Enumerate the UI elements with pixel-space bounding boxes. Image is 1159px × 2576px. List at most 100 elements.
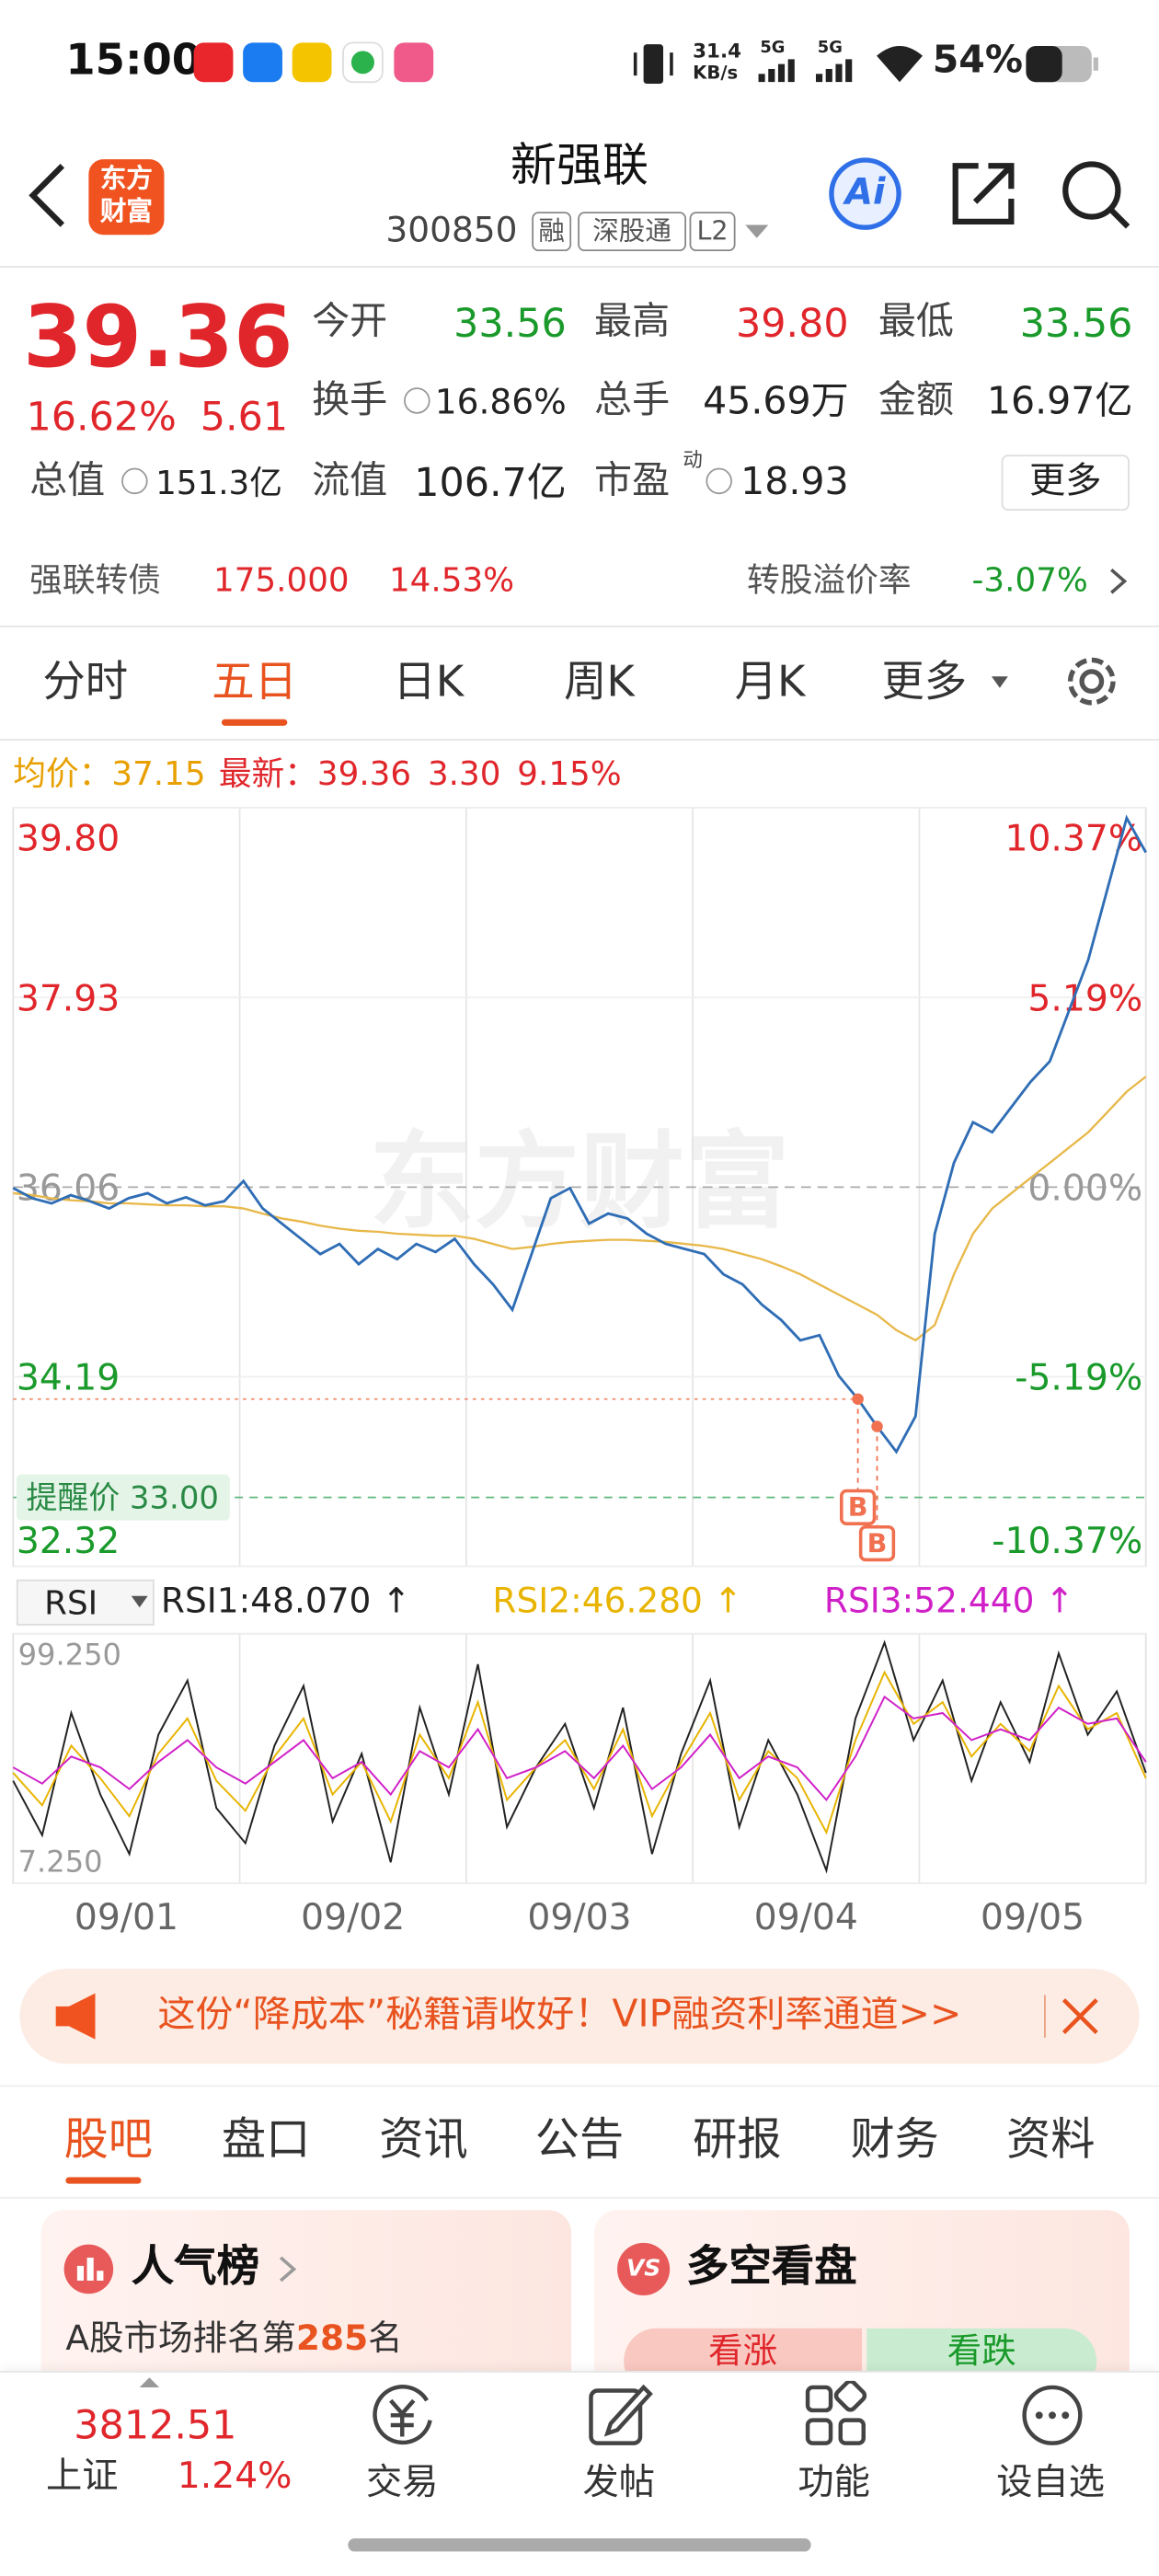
rsi-line xyxy=(12,1639,1147,1874)
trade-icon[interactable] xyxy=(368,2381,437,2450)
chart-tab[interactable]: 分时 xyxy=(42,658,129,708)
field-value: 33.56 xyxy=(453,300,567,347)
rsi-label: RSI1:48.070 ↑ xyxy=(160,1581,411,1621)
change-amount: 5.61 xyxy=(200,394,289,441)
field-value: 16.86% xyxy=(434,381,567,421)
signal-bars xyxy=(758,59,853,83)
card-title[interactable]: 多空看盘 xyxy=(686,2242,857,2293)
settings-button[interactable] xyxy=(1062,652,1121,711)
avg-label: 均价： xyxy=(13,753,112,794)
field-value: 16.97亿 xyxy=(986,380,1133,423)
indicator-selector[interactable]: RSI xyxy=(16,1579,155,1626)
content-tab[interactable]: 股吧 xyxy=(63,2114,153,2167)
field-label: 流值 xyxy=(312,459,388,503)
rank-text: A股市场排名第285名 xyxy=(65,2321,402,2356)
index-name[interactable]: 上证 xyxy=(45,2455,119,2498)
watchlist-icon[interactable] xyxy=(1018,2381,1087,2450)
more-button[interactable]: 更多 xyxy=(1001,454,1130,512)
post-icon[interactable] xyxy=(584,2381,653,2450)
watermark: 东方财富 xyxy=(370,1121,790,1243)
nav-label[interactable]: 设自选 xyxy=(996,2463,1106,2504)
dropdown-arrow[interactable] xyxy=(742,220,772,243)
date-label: 09/05 xyxy=(981,1897,1084,1938)
stock-code: 300850 xyxy=(385,210,518,250)
index-value[interactable]: 3812.51 xyxy=(74,2402,237,2448)
divider xyxy=(0,625,1159,627)
chart-tab[interactable]: 月K xyxy=(734,658,806,708)
chart-tab[interactable]: 更多 xyxy=(881,658,968,708)
date-label: 09/04 xyxy=(754,1897,858,1938)
rank-icon xyxy=(63,2244,114,2294)
buy-marker xyxy=(840,1489,877,1525)
rsi-label: RSI2:46.280 ↑ xyxy=(492,1581,743,1621)
chevron[interactable] xyxy=(1107,565,1130,598)
rsi-frame xyxy=(12,1632,1147,1884)
buy-marker xyxy=(858,1524,896,1562)
pct-tick-label: -5.19% xyxy=(1015,1358,1142,1399)
content-tab[interactable]: 资料 xyxy=(1006,2114,1096,2167)
clock: 15:00 xyxy=(65,36,202,86)
field-label: 市盈 xyxy=(594,459,671,503)
info-icon[interactable] xyxy=(121,467,148,495)
content-tab[interactable]: 盘口 xyxy=(221,2114,311,2167)
chart-info: 均价：37.15 最新：39.36 3.30 9.15% xyxy=(13,757,621,790)
date-label: 09/01 xyxy=(75,1897,178,1938)
marker-dot xyxy=(852,1393,864,1405)
content-tab[interactable]: 资讯 xyxy=(379,2114,468,2167)
chart-tab[interactable]: 周K xyxy=(563,658,635,708)
avg-price: 37.15 xyxy=(111,753,206,794)
function-icon[interactable] xyxy=(801,2380,870,2450)
field-label: 最低 xyxy=(878,300,954,344)
content-tab[interactable]: 财务 xyxy=(850,2114,939,2167)
nav-label[interactable]: 功能 xyxy=(798,2463,870,2504)
search-button[interactable] xyxy=(1059,157,1134,230)
rank-suffix: 名 xyxy=(368,2317,403,2358)
latest-price: 39.36 xyxy=(316,753,412,794)
field-label-sup: 动 xyxy=(683,448,703,472)
card-title[interactable]: 人气榜 xyxy=(131,2242,260,2293)
home-indicator xyxy=(348,2538,811,2552)
content-tab[interactable]: 公告 xyxy=(534,2114,625,2167)
expand-arrow[interactable] xyxy=(138,2375,161,2388)
logo-text: 东方 xyxy=(99,162,153,194)
ai-button[interactable]: Ai xyxy=(829,157,901,230)
info-icon[interactable] xyxy=(404,387,430,414)
tag: 融 xyxy=(532,212,572,252)
popularity-card[interactable] xyxy=(40,2210,572,2391)
info-icon[interactable] xyxy=(706,467,732,495)
alert-badge xyxy=(16,1474,230,1521)
net-unit: KB/s xyxy=(693,62,739,85)
dropdown-arrow[interactable] xyxy=(128,1593,151,1612)
app-icons xyxy=(193,41,434,84)
back-button[interactable] xyxy=(23,161,73,230)
latest-percent: 9.15% xyxy=(517,753,622,794)
pct-tick-label: 5.19% xyxy=(1027,978,1142,1019)
banner-text[interactable]: 这份“降成本”秘籍请收好！VIP融资利率通道>> xyxy=(157,1996,962,2035)
field-label: 金额 xyxy=(878,379,954,422)
chevron[interactable] xyxy=(276,2253,299,2286)
divider xyxy=(0,2085,1159,2087)
divider xyxy=(0,739,1159,741)
signal-type: 5G xyxy=(760,39,786,58)
chart-tab[interactable]: 五日 xyxy=(212,658,298,708)
promo-banner[interactable] xyxy=(19,1968,1140,2064)
index-percent[interactable]: 1.24% xyxy=(177,2455,293,2498)
dropdown-arrow[interactable] xyxy=(988,673,1011,693)
close-button[interactable] xyxy=(1059,1995,1101,2037)
megaphone-icon xyxy=(55,1993,96,2040)
stock-name: 新强联 xyxy=(511,137,648,192)
pct-tick-label: 10.37% xyxy=(1004,818,1142,859)
nav-label[interactable]: 交易 xyxy=(365,2463,439,2504)
field-value: 39.80 xyxy=(736,300,849,347)
rsi-line xyxy=(12,1670,1147,1835)
content-tab[interactable]: 研报 xyxy=(693,2114,782,2167)
rsi-label: RSI3:52.440 ↑ xyxy=(823,1581,1074,1621)
battery-level: 54% xyxy=(932,39,1023,83)
share-button[interactable] xyxy=(949,159,1018,228)
nav-label[interactable]: 发帖 xyxy=(582,2463,656,2504)
logo-text: 财富 xyxy=(99,195,153,227)
field-value: 18.93 xyxy=(740,460,849,504)
field-value: 33.56 xyxy=(1019,300,1133,347)
chart-tab[interactable]: 日K xyxy=(393,658,465,708)
